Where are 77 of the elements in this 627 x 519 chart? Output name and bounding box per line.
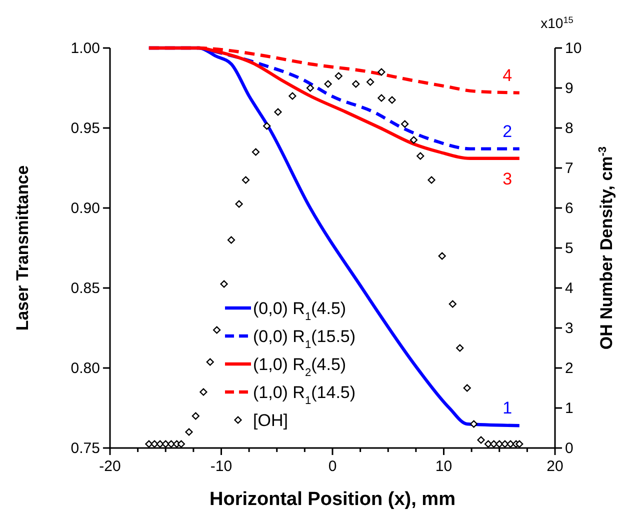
point (213, 326, 221, 334)
point (463, 384, 471, 392)
x-tick-label: 10 (435, 458, 452, 475)
point (263, 122, 271, 130)
point (352, 80, 360, 88)
y2-tick-label: 7 (565, 160, 574, 177)
x-axis-title: Horizontal Position (x), mm (210, 489, 456, 510)
y-tick-label: 0.80 (70, 360, 100, 377)
y2-tick-label: 1 (565, 400, 574, 417)
point (324, 80, 332, 88)
y-tick-label: 0.75 (70, 440, 100, 457)
annotation: 2 (502, 122, 512, 141)
point (274, 108, 282, 116)
point (506, 440, 514, 448)
point (388, 96, 396, 104)
point (410, 136, 418, 144)
point (252, 148, 260, 156)
point (501, 440, 509, 448)
point (334, 72, 342, 80)
x-tick-label: -10 (210, 458, 232, 475)
y-tick-label: 0.85 (70, 280, 100, 297)
point (220, 280, 228, 288)
x-tick-label: 0 (328, 458, 337, 475)
legend-label: (1,0) R$_{1}$(14.5) (253, 383, 356, 407)
point (438, 252, 446, 260)
y2-tick-label: 8 (565, 120, 574, 137)
point (288, 92, 296, 100)
legend-label: (0,0) R$_{1}$(4.5) (253, 299, 346, 323)
point (177, 440, 185, 448)
point (416, 152, 424, 160)
point (428, 176, 436, 184)
y-axis-title: Laser Transmittance (13, 165, 32, 331)
point (145, 440, 153, 448)
y2-tick-label: 6 (565, 200, 574, 217)
point (306, 84, 314, 92)
legend-label: (1,0) R$_{2}$(4.5) (253, 355, 346, 379)
point (470, 420, 478, 428)
annotation: 3 (502, 169, 512, 188)
point (185, 428, 193, 436)
point (516, 440, 524, 448)
annotation: 1 (502, 398, 512, 418)
point (206, 358, 214, 366)
legend-label: [OH] (253, 411, 288, 430)
point (456, 344, 464, 352)
point (477, 436, 485, 444)
point (227, 236, 236, 244)
point (378, 68, 386, 76)
y2-tick-label: 9 (565, 80, 574, 97)
y2-tick-label: 5 (565, 240, 574, 257)
point (156, 440, 164, 448)
text: x10$^{15}$ (540, 15, 574, 31)
point (150, 440, 158, 448)
y2-tick-label: 10 (565, 40, 582, 57)
x-tick-label: -20 (99, 458, 121, 475)
annotation: 4 (502, 66, 512, 85)
point (378, 94, 386, 102)
point (490, 440, 498, 448)
point (162, 440, 170, 448)
point (366, 78, 374, 86)
y2-tick-label: 2 (565, 360, 574, 377)
y-tick-label: 0.90 (70, 200, 100, 217)
y2-tick-label: 3 (565, 320, 574, 337)
y-tick-label: 0.95 (70, 120, 100, 137)
legend-label: (0,0) R$_{1}$(15.5) (253, 327, 356, 351)
point (200, 388, 208, 396)
point (401, 120, 409, 128)
x-tick-label: 20 (546, 458, 564, 475)
point (235, 200, 243, 208)
point (192, 412, 200, 420)
y2-tick-label: 0 (565, 440, 574, 457)
point (484, 440, 492, 448)
y2-tick-label: 4 (565, 280, 574, 297)
point (448, 300, 456, 308)
y-tick-label: 1.00 (70, 40, 100, 57)
point (496, 440, 504, 448)
point (242, 176, 250, 184)
point (167, 440, 175, 448)
